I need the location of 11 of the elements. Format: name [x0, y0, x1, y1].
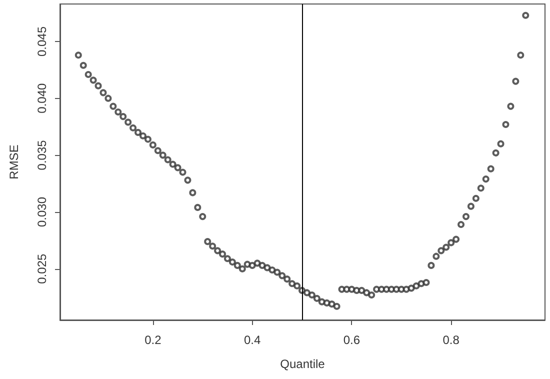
x-tick-label: 0.6 — [343, 333, 360, 347]
x-tick-label: 0.2 — [144, 333, 162, 347]
x-axis-title: Quantile — [280, 357, 326, 371]
x-tick-label: 0.8 — [442, 333, 460, 347]
y-tick-label: 0.045 — [35, 26, 49, 57]
y-tick-label: 0.040 — [35, 83, 49, 114]
x-tick-label: 0.4 — [244, 333, 261, 347]
y-tick-label: 0.025 — [35, 254, 49, 284]
y-tick-label: 0.035 — [35, 140, 49, 170]
y-axis-title: RMSE — [7, 144, 21, 180]
y-tick-label: 0.030 — [35, 196, 49, 228]
